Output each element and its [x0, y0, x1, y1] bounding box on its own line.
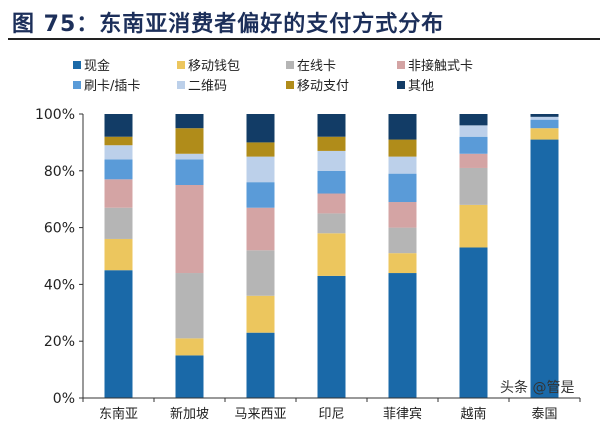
legend-label: 移动钱包 — [188, 59, 241, 74]
bar-segment — [388, 156, 417, 174]
bar-segment — [530, 139, 559, 398]
bar-segment — [175, 185, 204, 274]
bar-segment — [459, 136, 488, 154]
legend-label: 移动支付 — [297, 79, 350, 94]
bar-segment — [530, 128, 559, 140]
bar-segment — [459, 247, 488, 398]
bar-segment — [246, 156, 275, 183]
legend-label: 刷卡/插卡 — [84, 79, 141, 94]
bar-segment — [530, 119, 559, 129]
x-tick-label: 泰国 — [531, 407, 557, 422]
bar-segment — [317, 213, 346, 234]
bar-segment — [246, 207, 275, 251]
x-tick-label: 印尼 — [318, 407, 344, 422]
legend-item: 刷卡/插卡 — [73, 75, 140, 94]
y-tick-label: 0% — [53, 391, 75, 407]
y-tick-label: 100% — [35, 107, 75, 123]
legend-label: 非接触式卡 — [408, 59, 474, 74]
bar-segment — [246, 295, 275, 333]
bar-segment — [459, 167, 488, 205]
bar-segment — [459, 204, 488, 248]
bar-segment — [459, 153, 488, 168]
bar-segment — [175, 114, 204, 129]
bar-segment — [317, 193, 346, 214]
bar-segment — [104, 145, 133, 160]
bar-segment — [530, 114, 559, 117]
bar-segment — [317, 170, 346, 194]
x-tick-label: 新加坡 — [170, 406, 209, 422]
legend-item: 非接触式卡 — [397, 55, 473, 74]
legend-swatch — [177, 80, 185, 89]
bar-segment — [175, 355, 204, 398]
bar-segment — [317, 150, 346, 171]
bar-segment — [317, 136, 346, 151]
bar-segment — [246, 332, 275, 398]
x-tick-label: 越南 — [460, 406, 486, 422]
bar-segment — [175, 128, 204, 154]
bar-segment — [530, 116, 559, 120]
bar-segment — [246, 182, 275, 208]
legend-item: 现金 — [73, 55, 110, 74]
bar-segment — [459, 125, 488, 137]
bar-segment — [317, 233, 346, 276]
legend-label: 现金 — [84, 59, 111, 74]
bar-segment — [388, 173, 417, 203]
bar-segment — [175, 273, 204, 339]
y-tick-label: 60% — [44, 221, 75, 237]
bar-segment — [175, 338, 204, 356]
bar-segment — [246, 250, 275, 296]
bar-segment — [388, 273, 417, 398]
bar-segment — [175, 153, 204, 160]
legend-swatch — [73, 60, 81, 69]
legend-label: 二维码 — [188, 79, 228, 94]
bar-segment — [317, 114, 346, 137]
bar-segment — [459, 114, 488, 126]
legend-swatch — [73, 80, 81, 89]
bar-segment — [104, 114, 133, 137]
bar-segment — [246, 114, 275, 143]
legend-swatch — [397, 80, 405, 89]
legend-swatch — [286, 80, 294, 89]
bar-segment — [388, 227, 417, 254]
x-tick-label: 菲律宾 — [383, 406, 422, 422]
bar-segment — [104, 136, 133, 146]
bar-segment — [388, 139, 417, 157]
bar-segment — [104, 207, 133, 239]
bar-segment — [175, 159, 204, 185]
title-divider — [8, 38, 600, 40]
y-tick-label: 40% — [44, 277, 75, 293]
bar-segment — [388, 114, 417, 140]
x-tick-label: 马来西亚 — [234, 407, 286, 422]
bar-segment — [246, 142, 275, 157]
bar-segment — [104, 159, 133, 180]
bar-segment — [388, 253, 417, 274]
legend-label: 在线卡 — [297, 59, 337, 74]
watermark: 头条 @管是 — [500, 380, 575, 396]
legend-item: 其他 — [397, 75, 434, 94]
bar-segment — [104, 238, 133, 271]
bar-segment — [104, 179, 133, 208]
bar-segment — [104, 270, 133, 398]
legend-item: 二维码 — [177, 75, 227, 94]
legend-swatch — [286, 60, 294, 69]
x-tick-label: 东南亚 — [99, 406, 138, 422]
legend-item: 移动钱包 — [177, 55, 240, 74]
bar-segment — [388, 202, 417, 228]
legend: 现金 移动钱包 在线卡 非接触式卡刷卡/插卡 二维码 移动支付 其他 — [0, 55, 600, 97]
y-tick-label: 80% — [44, 164, 75, 180]
legend-label: 其他 — [408, 79, 435, 94]
legend-swatch — [397, 60, 405, 69]
legend-swatch — [177, 60, 185, 69]
legend-item: 移动支付 — [286, 75, 349, 94]
legend-item: 在线卡 — [286, 55, 336, 74]
y-tick-label: 20% — [44, 334, 75, 350]
bar-segment — [317, 275, 346, 398]
figure-title: 图 75：东南亚消费者偏好的支付方式分布 — [12, 12, 445, 37]
